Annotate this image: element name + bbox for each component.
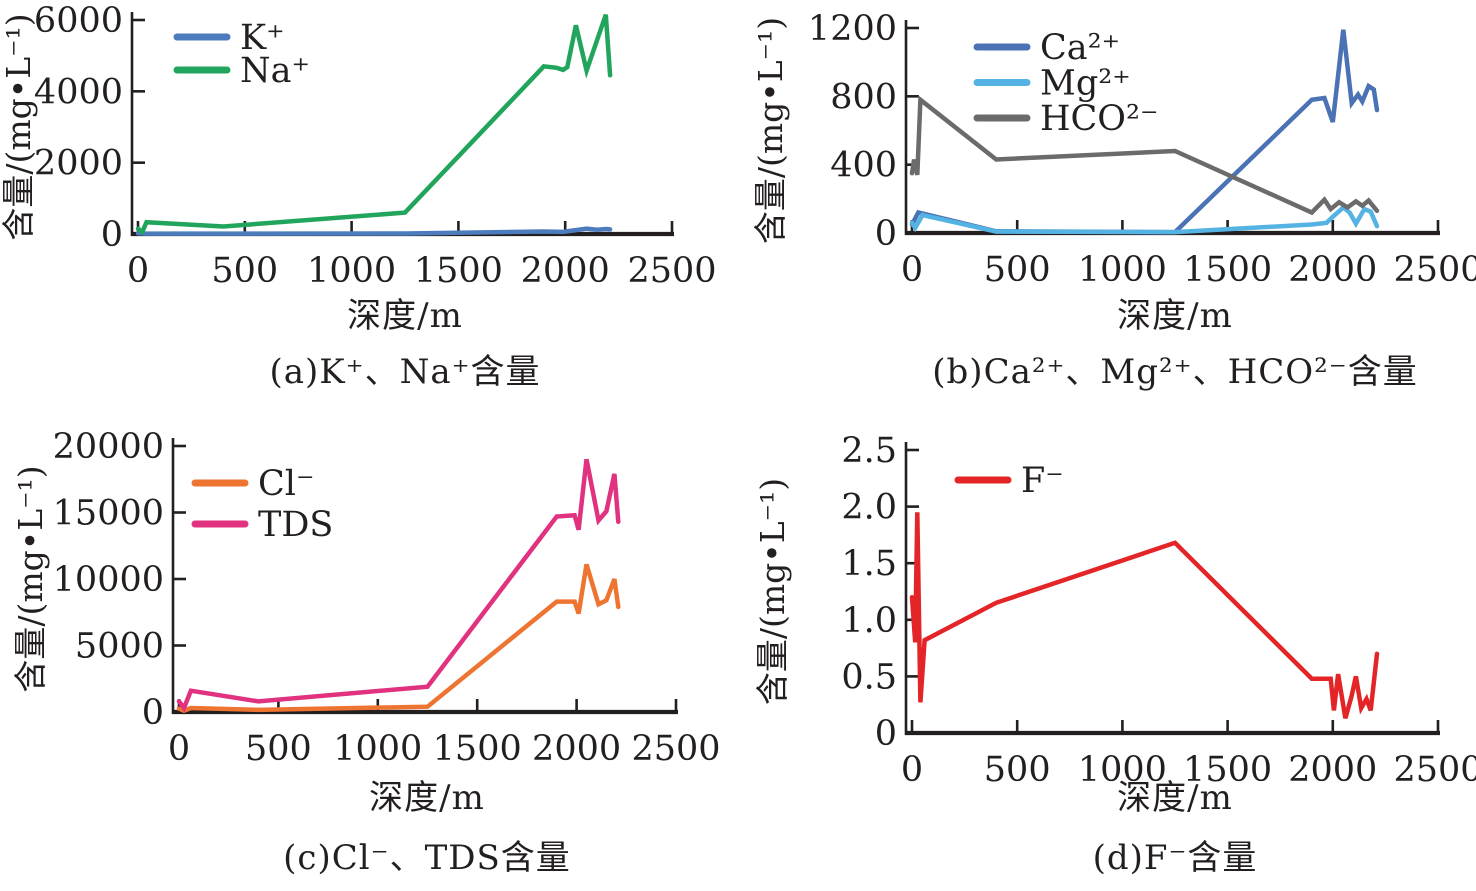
y-tick-label: 5000 xyxy=(75,627,164,667)
y-tick-label: 0 xyxy=(142,693,164,733)
y-tick-label: 1.0 xyxy=(841,601,897,641)
caption-b: (b)Ca²⁺、Mg²⁺、HCO²⁻含量 xyxy=(932,352,1418,392)
legend-label-TDS: TDS xyxy=(258,505,333,545)
x-tick-label: 500 xyxy=(984,750,1051,790)
legend-label-Na⁺: Na⁺ xyxy=(240,51,310,91)
legend-label-K⁺: K⁺ xyxy=(240,18,285,58)
x-tick-label: 500 xyxy=(245,729,312,769)
y-tick-label: 1.5 xyxy=(841,544,897,584)
x-tick-label: 2000 xyxy=(1288,250,1377,290)
x-tick-label: 1000 xyxy=(1078,250,1167,290)
x-tick-label: 1000 xyxy=(333,729,422,769)
panel-b-ca-mg-hco: 0 500 1000 1500 2000 2500 0 400 800 1200 含量/(mg•L⁻… xyxy=(738,0,1476,400)
y-axis-label-b: 含量/(mg•L⁻¹) xyxy=(751,17,790,244)
series-line-TDS xyxy=(176,458,621,713)
chart-a-canvas: 0 500 1000 1500 2000 2500 0 2000 4000 6000含量/(mg•… xyxy=(0,1,717,291)
y-tick-label: 2.0 xyxy=(841,488,897,528)
chart-b-canvas: 0 500 1000 1500 2000 2500 0 400 800 1200 含量/(mg•L⁻… xyxy=(751,9,1476,290)
series-line-Mg²⁺ xyxy=(909,204,1380,235)
x-tick-label: 2000 xyxy=(532,729,621,769)
panel-d-f: 0 500 1000 1500 2000 2500 0 0.5 1.0 1.5 2.0 2.5 含量/(… xyxy=(738,430,1476,891)
x-axis-label-d: 深度/m xyxy=(1117,778,1233,818)
y-tick-label: 0 xyxy=(875,214,897,254)
legend-label-HCO²⁻: HCO²⁻ xyxy=(1040,99,1159,139)
chart-d-canvas: 0 500 1000 1500 2000 2500 0 0.5 1.0 1.5 2.0 2.5 含量/(… xyxy=(753,431,1476,790)
y-tick-label: 4000 xyxy=(34,72,123,112)
x-tick-label: 2000 xyxy=(1288,750,1377,790)
x-axis-label-b: 深度/m xyxy=(1117,296,1233,336)
y-tick-label: 0.5 xyxy=(841,657,897,697)
x-tick-label: 1500 xyxy=(1183,250,1272,290)
y-tick-label: 1200 xyxy=(808,9,897,49)
x-tick-label: 1500 xyxy=(414,251,503,291)
series-line-Na⁺ xyxy=(135,13,613,236)
y-tick-label: 0 xyxy=(875,714,897,754)
y-axis-label-c: 含量/(mg•L⁻¹) xyxy=(11,465,50,692)
legend-label-F⁻: F⁻ xyxy=(1021,461,1064,501)
x-tick-label: 2500 xyxy=(1393,250,1476,290)
y-tick-label: 0 xyxy=(101,215,123,255)
legend-label-Mg²⁺: Mg²⁺ xyxy=(1040,64,1131,104)
caption-d: (d)F⁻含量 xyxy=(1092,838,1258,878)
x-axis-label-a: 深度/m xyxy=(347,296,463,336)
series-line-HCO²⁻ xyxy=(909,95,1380,216)
y-tick-label: 6000 xyxy=(34,1,123,41)
panel-a-k-na: 0 500 1000 1500 2000 2500 0 2000 4000 6000 含量/(mg•… xyxy=(0,0,738,400)
x-tick-label: 1000 xyxy=(307,251,396,291)
x-tick-label: 0 xyxy=(901,750,923,790)
series-line-F⁻ xyxy=(909,512,1380,719)
x-axis-label-c: 深度/m xyxy=(369,778,485,818)
y-tick-label: 400 xyxy=(830,146,897,186)
x-tick-label: 1500 xyxy=(1183,750,1272,790)
y-axis-label-a: 含量/(mg•L⁻¹) xyxy=(0,13,38,240)
y-tick-label: 10000 xyxy=(53,560,164,600)
x-tick-label: 1000 xyxy=(1078,750,1167,790)
y-tick-label: 2.5 xyxy=(841,431,897,471)
x-tick-label: 1500 xyxy=(433,729,522,769)
panel-c-cl-tds: 0 500 1000 1500 2000 2500 0 5000 10000 15000 20000… xyxy=(0,430,738,891)
y-axis-label-d: 含量/(mg•L⁻¹) xyxy=(753,478,792,705)
x-tick-label: 2500 xyxy=(631,729,720,769)
legend-label-Cl⁻: Cl⁻ xyxy=(258,464,314,504)
series-line-Cl⁻ xyxy=(176,563,621,714)
x-tick-label: 0 xyxy=(127,251,149,291)
caption-a: (a)K⁺、Na⁺含量 xyxy=(269,352,541,392)
x-tick-label: 2000 xyxy=(521,251,610,291)
chart-c-canvas: 0 500 1000 1500 2000 2500 0 5000 10000 15000 20000… xyxy=(11,430,721,769)
series-line-K⁺ xyxy=(135,226,613,236)
x-tick-label: 500 xyxy=(211,251,278,291)
y-tick-label: 15000 xyxy=(53,494,164,534)
y-tick-label: 2000 xyxy=(34,144,123,184)
x-tick-label: 0 xyxy=(168,729,190,769)
caption-c: (c)Cl⁻、TDS含量 xyxy=(283,838,571,878)
x-tick-label: 500 xyxy=(984,250,1051,290)
y-tick-label: 800 xyxy=(830,77,897,117)
legend-label-Ca²⁺: Ca²⁺ xyxy=(1040,28,1120,68)
x-tick-label: 0 xyxy=(901,250,923,290)
x-tick-label: 2500 xyxy=(627,251,716,291)
y-tick-label: 20000 xyxy=(53,430,164,467)
x-tick-label: 2500 xyxy=(1393,750,1476,790)
